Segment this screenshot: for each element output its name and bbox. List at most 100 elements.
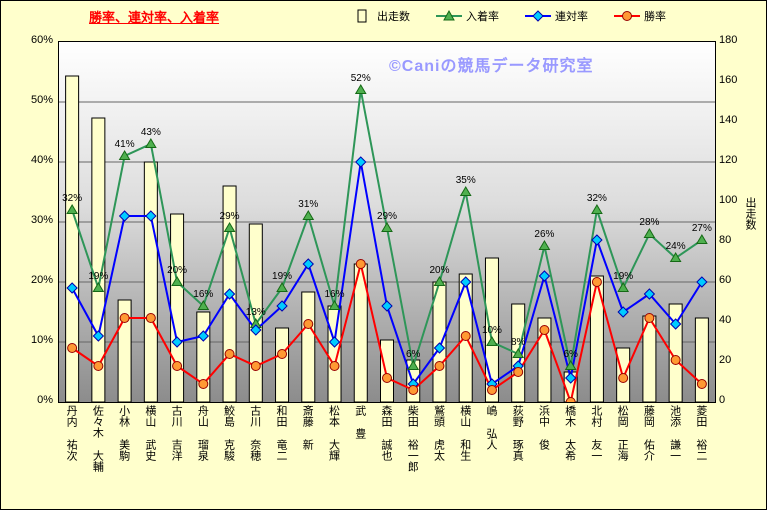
bar-starts-12 [380,339,394,402]
data-label: 27% [692,223,712,234]
x-axis-label: 舟山 瑠泉 [196,405,209,461]
bar-starts-10 [327,305,342,402]
circle-marker [119,313,130,323]
diamond-marker-icon [525,10,551,22]
data-label: 52% [351,73,371,84]
triangle-marker [591,204,603,214]
triangle-marker [407,360,420,370]
x-axis-label: 鷲頭 虎太 [432,405,445,461]
y-right-tick-label: 60 [719,274,732,286]
y-right-tick-label: 80 [719,234,732,246]
circle-marker [198,379,209,389]
circle-marker [618,373,629,383]
data-label: 19% [613,271,633,282]
x-axis-label: 橋木 太希 [563,405,576,461]
data-label: 24% [666,241,686,252]
triangle-marker [696,234,708,244]
diamond-marker [276,300,288,312]
triangle-marker [381,222,393,232]
x-axis-label: 藤岡 佑介 [642,405,655,461]
x-axis-label: 浜中 俊 [537,405,550,450]
x-axis-label: 横山 和生 [458,405,471,461]
triangle-marker [512,348,525,358]
triangle-marker [276,282,288,292]
x-axis-label: 佐々木 大輔 [91,405,104,472]
y-left-tick-label: 20% [30,274,53,286]
x-axis-label: 柴田 裕一郎 [406,405,419,472]
triangle-marker [328,300,341,310]
triangle-marker [433,276,446,286]
circle-marker [224,349,235,359]
triangle-marker [564,360,577,370]
circle-marker [460,331,471,341]
triangle-marker [66,204,78,214]
bar-starts-9 [301,291,316,402]
legend-item-win-rate: 勝率 [614,8,666,24]
x-axis-label: 古川 奈穂 [248,405,261,461]
triangle-marker [302,210,315,220]
plot-svg: 32% 19% 41% 43% 20% 16% 29% 13% 19% 31% 16% 52% 29% 6… [59,73,715,402]
triangle-marker [459,186,472,196]
circle-marker [565,397,576,402]
triangle-marker-icon [436,9,462,21]
x-axis-label: 菱田 裕二 [694,405,707,461]
legend-label-quinella-rate: 連対率 [555,11,588,23]
y-right-tick-label: 20 [719,354,732,366]
x-axis-label: 斎藤 新 [301,405,314,450]
x-axis-label: 嶋 弘人 [484,405,497,450]
y-left-tick-label: 40% [30,154,53,166]
bar-starts-0 [65,75,80,402]
data-label: 16% [325,289,345,300]
circle-marker [355,259,366,269]
y-right-tick-label: 180 [719,34,738,46]
bar-starts-7 [248,223,263,402]
triangle-marker [92,282,105,292]
data-label: 8% [511,337,526,348]
triangle-marker [171,276,183,286]
circle-marker [539,325,550,335]
legend-label-win-rate: 勝率 [644,11,666,23]
x-axis-label: 丹内 祐次 [65,405,78,461]
bar-starts-23 [668,303,683,402]
diamond-marker [381,300,393,312]
circle-marker [329,361,340,371]
diamond-marker [66,282,78,294]
diamond-marker [250,324,262,336]
y-left-tick-label: 0% [37,394,53,406]
y-left-tick-label: 50% [30,94,53,106]
diamond-marker [171,336,183,348]
bar-starts-14 [432,281,447,402]
triangle-marker [223,222,236,232]
y-left-tick-label: 10% [30,334,53,346]
x-axis-label: 鮫島 克駿 [222,405,235,461]
chart-title: 勝率、連対率、入着率 [89,10,220,25]
bar-swatch-icon [357,9,367,23]
diamond-marker [643,288,656,300]
data-label: 43% [141,127,161,138]
circle-marker [670,355,681,365]
data-label: 32% [587,193,607,204]
y-left-tick-label: 60% [30,34,53,46]
x-axis-label: 松岡 正海 [616,405,629,461]
y-left-tick-label: 30% [30,214,53,226]
circle-marker [591,277,602,287]
triangle-marker [669,252,682,262]
circle-marker [67,343,78,353]
legend-item-place-rate: 入着率 [436,8,499,24]
data-label: 41% [115,139,135,150]
x-axis-label: 横山 武史 [143,405,156,461]
y-right-tick-label: 120 [719,154,738,166]
bar-starts-3 [143,161,158,402]
x-axis-label: 松本 大輝 [327,405,340,461]
diamond-marker [538,270,551,282]
diamond-marker [669,318,682,330]
circle-marker [696,379,707,389]
x-axis-label: 荻野 琢真 [511,405,524,461]
y-right-tick-label: 100 [719,194,738,206]
data-label: 28% [639,217,659,228]
legend-label-place-rate: 入着率 [466,11,499,23]
diamond-marker [617,306,629,318]
diamond-marker [696,276,708,288]
y-right-tick-label: 140 [719,114,738,126]
